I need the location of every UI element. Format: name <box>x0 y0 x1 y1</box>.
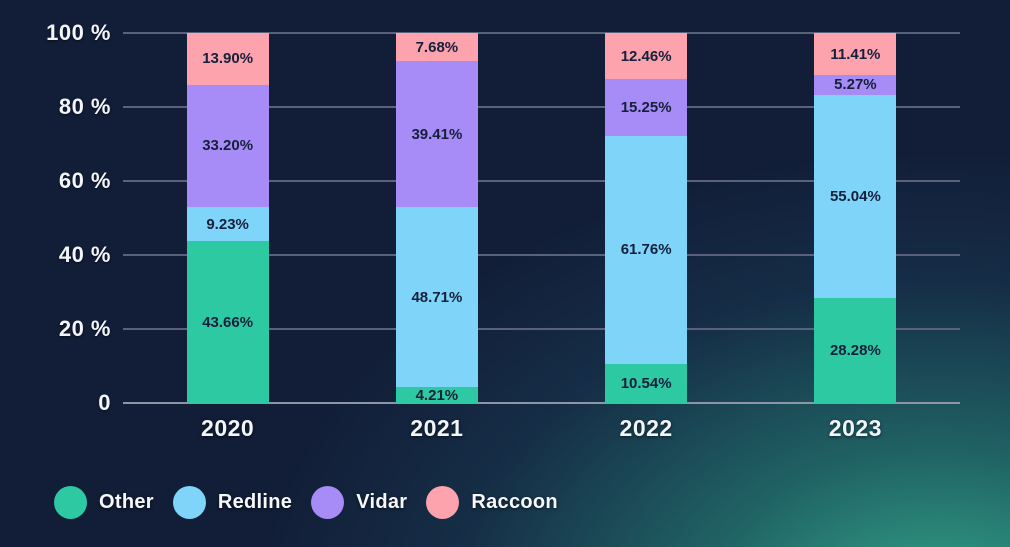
bar-value-label: 7.68% <box>415 38 459 56</box>
bar-segment-2020-other: 43.66% <box>186 241 269 403</box>
plot-area: 100 % 80 % 60 % 40 % 20 % 0 13.90% 33.20% 9.23%… <box>46 20 960 415</box>
x-axis-labels: 2020 2021 2022 2023 <box>123 415 960 442</box>
bar-value-label: 12.46% <box>620 47 672 65</box>
bar-value-label: 9.23% <box>206 215 249 233</box>
bar-segment-2023-raccoon: 11.41% <box>814 33 897 76</box>
bar-column-2022: 12.46% 15.25% 61.76% 10.54% <box>542 33 751 403</box>
bar-segment-2022-vidar: 15.25% <box>605 79 688 136</box>
legend-item-vidar: Vidar <box>311 486 407 519</box>
gridline-0 <box>123 402 960 404</box>
y-axis-tick-label-40: 40 % <box>58 242 111 267</box>
gridline-80 <box>123 106 960 108</box>
bar-value-label: 11.41% <box>830 45 881 63</box>
bar-column-2023: 11.41% 5.27% 55.04% 28.28% <box>751 33 960 403</box>
y-axis-tick-label-20: 20 % <box>58 316 111 341</box>
bar-value-label: 55.04% <box>829 188 881 206</box>
bar-segment-2022-other: 10.54% <box>605 364 688 403</box>
bar-value-label: 28.28% <box>829 342 881 360</box>
x-axis-label-2021: 2021 <box>410 415 464 441</box>
legend-swatch-redline <box>172 486 206 519</box>
legend-label: Redline <box>217 491 293 513</box>
bar-value-label: 13.90% <box>202 50 254 68</box>
y-axis-tick-label-100: 100 % <box>46 20 111 45</box>
bar-segment-2022-raccoon: 12.46% <box>605 33 688 80</box>
legend-item-other: Other <box>54 486 154 519</box>
legend-label: Other <box>99 491 154 513</box>
bar-2021: 7.68% 39.41% 48.71% 4.21% <box>395 33 478 404</box>
y-axis-tick-label-80: 80 % <box>58 94 111 119</box>
x-axis-label-2020: 2020 <box>201 415 255 441</box>
gridline-20 <box>123 328 960 330</box>
bar-value-label: 4.21% <box>415 386 459 404</box>
gridline-60 <box>123 180 960 182</box>
bar-segment-2020-raccoon: 13.90% <box>186 33 269 85</box>
gridline-40 <box>123 254 960 256</box>
bar-segment-2023-redline: 55.04% <box>814 94 897 299</box>
bar-segment-2023-vidar: 5.27% <box>814 75 897 95</box>
bar-2022: 12.46% 15.25% 61.76% 10.54% <box>605 33 688 403</box>
bar-value-label: 48.71% <box>411 288 463 306</box>
bar-column-2020: 13.90% 33.20% 9.23% 43.66% <box>123 33 332 403</box>
bar-value-label: 39.41% <box>411 125 463 143</box>
bar-segment-2021-redline: 48.71% <box>395 207 478 388</box>
y-axis-tick-label-0: 0 <box>98 390 111 415</box>
legend-swatch-raccoon <box>426 486 460 519</box>
bar-value-label: 10.54% <box>620 375 672 392</box>
x-axis-label-2022: 2022 <box>619 415 673 441</box>
gridline-100 <box>123 32 960 34</box>
bar-segment-2022-redline: 61.76% <box>605 135 688 365</box>
legend-item-redline: Redline <box>172 486 293 519</box>
bar-segment-2020-vidar: 33.20% <box>186 84 269 208</box>
legend: Other Redline Vidar Raccoon <box>54 486 558 519</box>
legend-label: Vidar <box>356 491 408 513</box>
bar-value-label: 33.20% <box>202 137 254 155</box>
x-axis-label-2023: 2023 <box>828 415 882 441</box>
bar-column-2021: 7.68% 39.41% 48.71% 4.21% <box>332 33 541 403</box>
bar-segment-2023-other: 28.28% <box>814 298 897 403</box>
y-axis-tick-label-60: 60 % <box>58 168 111 193</box>
bar-2020: 13.90% 33.20% 9.23% 43.66% <box>186 33 269 403</box>
legend-label: Raccoon <box>471 491 558 513</box>
bar-segment-2021-vidar: 39.41% <box>395 61 478 208</box>
bar-2023: 11.41% 5.27% 55.04% 28.28% <box>814 33 897 403</box>
bar-value-label: 43.66% <box>202 313 254 331</box>
bar-segment-2021-raccoon: 7.68% <box>395 33 478 62</box>
legend-swatch-other <box>54 486 87 519</box>
legend-swatch-vidar <box>311 486 345 519</box>
bar-segment-2021-other: 4.21% <box>395 386 478 404</box>
bar-segment-2020-redline: 9.23% <box>186 207 269 242</box>
bar-value-label: 5.27% <box>834 76 877 94</box>
bar-value-label: 61.76% <box>620 241 672 259</box>
bars: 13.90% 33.20% 9.23% 43.66% 7.68% 39.41% 48.71%… <box>123 33 960 403</box>
bar-value-label: 15.25% <box>620 98 672 116</box>
legend-item-raccoon: Raccoon <box>426 486 558 519</box>
